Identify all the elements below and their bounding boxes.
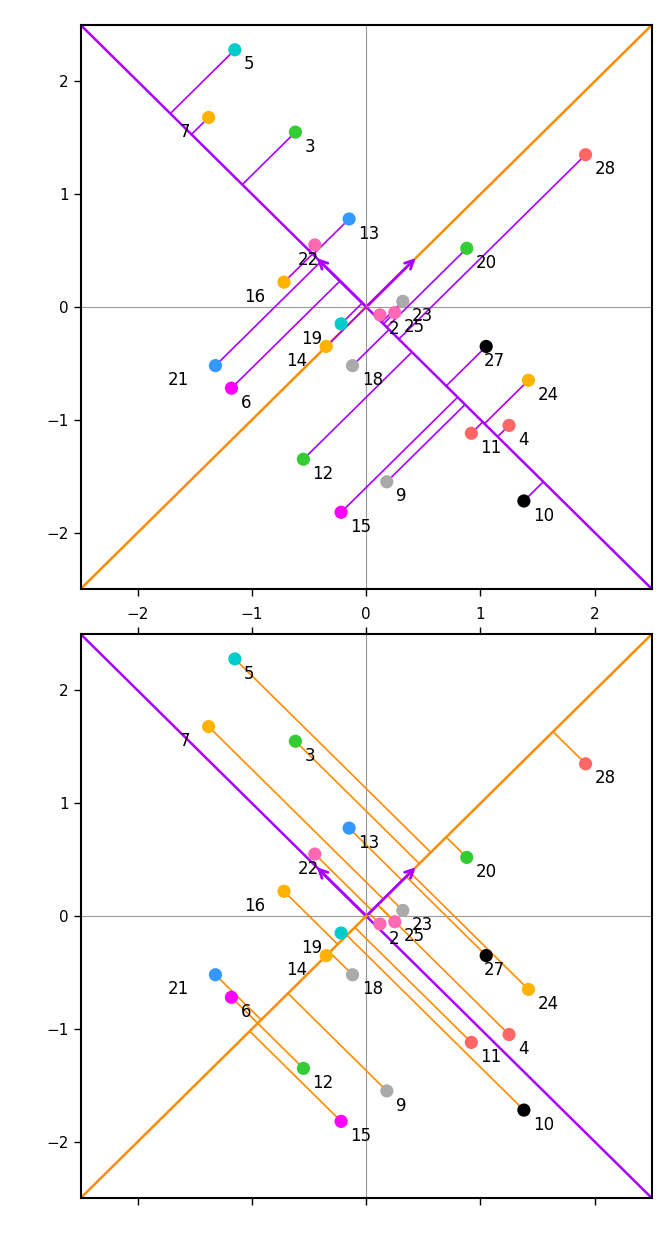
Point: [462, 238, 472, 258]
Point: [343, 819, 355, 839]
Point: [336, 924, 347, 943]
Text: 22: 22: [298, 251, 319, 268]
Point: [309, 844, 320, 864]
Point: [210, 965, 221, 985]
Point: [290, 122, 301, 142]
Text: 21: 21: [167, 981, 189, 998]
Point: [504, 416, 515, 436]
Text: 22: 22: [298, 860, 319, 877]
Text: 11: 11: [480, 1048, 502, 1066]
Point: [382, 1081, 392, 1101]
Text: 28: 28: [595, 160, 616, 178]
Text: 15: 15: [350, 518, 372, 535]
Text: 23: 23: [412, 307, 433, 324]
Text: 4: 4: [518, 1040, 529, 1058]
Text: 21: 21: [167, 371, 189, 389]
Point: [523, 371, 534, 391]
Text: 10: 10: [533, 507, 554, 524]
Point: [226, 987, 237, 1007]
Text: 27: 27: [484, 961, 505, 980]
Text: 23: 23: [412, 916, 433, 934]
Point: [374, 305, 385, 324]
Text: 13: 13: [358, 834, 380, 851]
Text: 15: 15: [350, 1127, 372, 1144]
Text: 7: 7: [180, 124, 191, 141]
Point: [210, 356, 221, 376]
Text: 2: 2: [389, 321, 400, 338]
Point: [480, 946, 491, 966]
Point: [462, 847, 472, 867]
Text: 5: 5: [244, 55, 255, 74]
Point: [279, 881, 290, 901]
Point: [390, 302, 401, 322]
Point: [466, 423, 476, 443]
Text: 20: 20: [476, 253, 497, 272]
Text: 19: 19: [301, 938, 323, 957]
Text: 10: 10: [533, 1116, 554, 1133]
Text: 9: 9: [396, 1097, 407, 1114]
Text: 9: 9: [396, 488, 407, 505]
Text: 4: 4: [518, 431, 529, 449]
Text: 11: 11: [480, 439, 502, 457]
Text: 25: 25: [404, 318, 425, 336]
Point: [321, 946, 332, 966]
Text: 13: 13: [358, 225, 380, 242]
Point: [336, 1112, 347, 1132]
Point: [347, 356, 358, 376]
Text: 25: 25: [404, 927, 425, 946]
Point: [519, 1101, 530, 1121]
Point: [298, 1058, 309, 1078]
Point: [382, 472, 392, 492]
Text: 16: 16: [244, 897, 265, 915]
Text: 14: 14: [286, 352, 307, 371]
Point: [343, 208, 355, 228]
Point: [229, 40, 241, 60]
Text: 24: 24: [538, 995, 558, 1013]
Point: [336, 502, 347, 522]
Text: 5: 5: [244, 664, 255, 683]
Point: [580, 754, 591, 774]
Point: [279, 272, 290, 292]
Point: [290, 731, 301, 751]
Point: [523, 980, 534, 1000]
Text: 6: 6: [241, 394, 251, 412]
Point: [347, 965, 358, 985]
Text: 12: 12: [312, 1075, 334, 1092]
Text: 6: 6: [241, 1003, 251, 1021]
Text: 20: 20: [476, 864, 497, 881]
Text: 28: 28: [595, 770, 616, 787]
Point: [397, 291, 408, 311]
Text: 12: 12: [312, 466, 334, 483]
Point: [309, 235, 320, 255]
Text: 18: 18: [362, 981, 383, 998]
Text: 7: 7: [180, 733, 191, 750]
Point: [203, 716, 214, 736]
Point: [203, 107, 214, 127]
Text: 3: 3: [304, 746, 315, 765]
Point: [229, 649, 241, 669]
Point: [466, 1032, 476, 1052]
Text: 27: 27: [484, 352, 505, 371]
Point: [321, 337, 332, 357]
Text: 24: 24: [538, 386, 558, 404]
Text: 2: 2: [389, 930, 400, 947]
Point: [504, 1025, 515, 1045]
Text: 18: 18: [362, 371, 383, 389]
Text: 14: 14: [286, 961, 307, 980]
Text: 3: 3: [304, 137, 315, 156]
Point: [390, 912, 401, 932]
Point: [374, 914, 385, 934]
Point: [480, 337, 491, 357]
Text: 16: 16: [244, 288, 265, 306]
Point: [336, 314, 347, 334]
Point: [226, 378, 237, 398]
Text: 19: 19: [301, 329, 323, 347]
Point: [519, 490, 530, 510]
Point: [298, 449, 309, 469]
Point: [397, 901, 408, 921]
Point: [580, 145, 591, 165]
